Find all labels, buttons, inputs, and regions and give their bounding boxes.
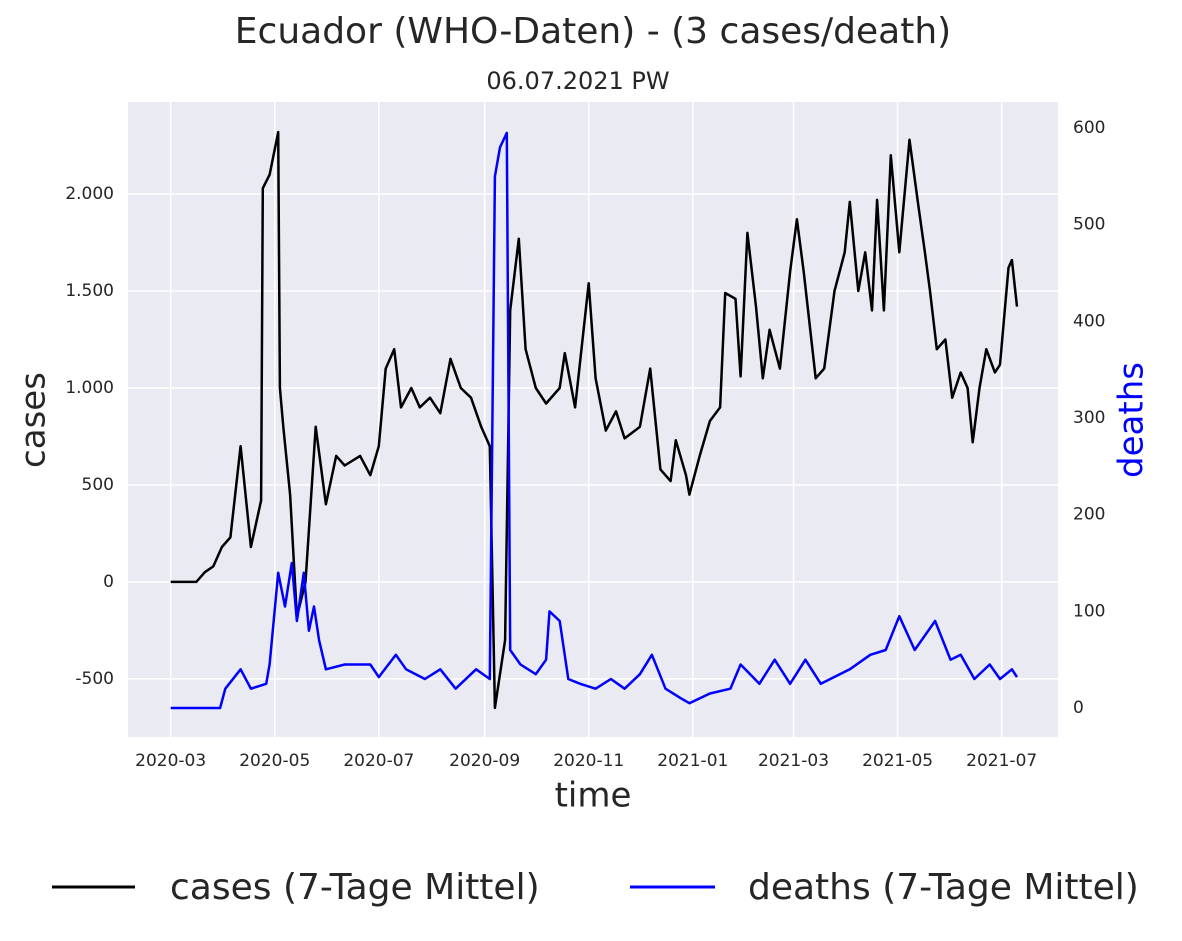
legend-label: deaths (7-Tage Mittel) — [748, 867, 1139, 908]
x-tick-label: 2021-07 — [966, 751, 1037, 771]
y2-tick-label: 500 — [1073, 215, 1105, 235]
marks — [170, 130, 1019, 710]
y-tick-label: 1.500 — [65, 281, 114, 301]
data-line — [170, 130, 1019, 710]
y-tick-label: -500 — [75, 669, 114, 689]
legend: cases (7-Tage Mittel) deaths (7-Tage Mitt… — [52, 867, 1139, 908]
y2-tick-label: 0 — [1073, 698, 1084, 718]
x-tick-label: 2021-03 — [758, 751, 829, 771]
x-tick-label: 2020-07 — [343, 751, 414, 771]
x-tick-label: 2020-09 — [449, 751, 520, 771]
y-axis-label: cases — [14, 372, 54, 468]
chart-title: Ecuador (WHO-Daten) - (3 cases/death) — [235, 11, 951, 52]
data-line — [170, 131, 1019, 710]
y2-tick-label: 100 — [1073, 601, 1105, 621]
y-tick-label: 2.000 — [65, 184, 114, 204]
x-tick-label: 2020-05 — [239, 751, 310, 771]
y-tick-label: 500 — [82, 475, 114, 495]
y2-tick-label: 400 — [1073, 311, 1105, 331]
x-axis-label: time — [555, 776, 632, 816]
y-tick-label: 0 — [103, 572, 114, 592]
legend-label: cases (7-Tage Mittel) — [170, 867, 540, 908]
y2-tick-label: 600 — [1073, 118, 1105, 138]
y2-axis-label: deaths — [1112, 362, 1152, 478]
chart-subtitle: 06.07.2021 PW — [486, 67, 669, 95]
x-tick-label: 2020-03 — [135, 751, 206, 771]
y-tick-label: 1.000 — [65, 378, 114, 398]
x-tick-label: 2020-11 — [553, 751, 624, 771]
plot-area — [128, 102, 1058, 737]
x-tick-label: 2021-01 — [657, 751, 728, 771]
grid — [128, 102, 1058, 737]
y2-tick-label: 300 — [1073, 408, 1105, 428]
x-tick-label: 2021-05 — [862, 751, 933, 771]
y2-tick-label: 200 — [1073, 505, 1105, 525]
